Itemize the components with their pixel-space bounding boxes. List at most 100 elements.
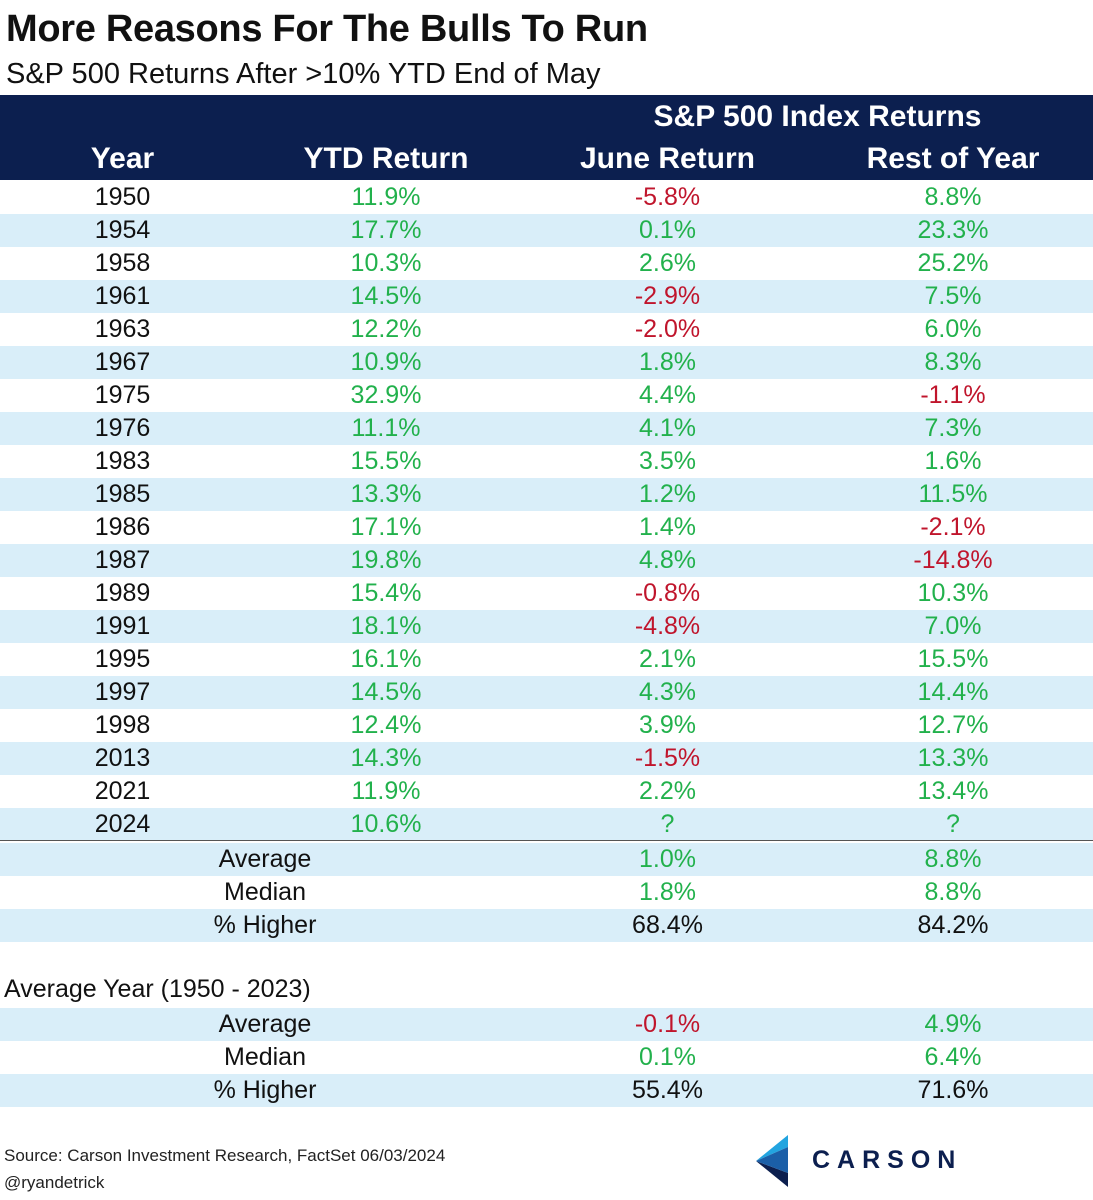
- summary-june-value: 1.0%: [639, 845, 696, 873]
- cell-rest-of-year: 8.8%: [924, 183, 982, 211]
- carson-logo: CARSON: [752, 1135, 982, 1187]
- summary-june-value: 68.4%: [632, 911, 703, 939]
- cell-june-return: 1.2%: [639, 480, 696, 508]
- cell-rest-of-year: 13.4%: [917, 777, 989, 805]
- cell-june-return: -2.9%: [634, 282, 701, 310]
- cell-ytd-return: 14.5%: [350, 678, 422, 706]
- cell-ytd-return: 32.9%: [350, 381, 422, 409]
- cell-rest-of-year: ?: [946, 810, 960, 838]
- cell-june-return: 2.2%: [639, 777, 696, 805]
- summary-label: Average: [218, 1010, 312, 1038]
- table-row: 1961 14.5% -2.9% 7.5%: [0, 280, 1093, 313]
- cell-june-return: 3.5%: [639, 447, 696, 475]
- cell-year: 2024: [94, 810, 151, 838]
- table-row: 1987 19.8% 4.8% -14.8%: [0, 544, 1093, 577]
- cell-rest-of-year: -2.1%: [920, 513, 986, 541]
- cell-june-return: -0.8%: [634, 579, 701, 607]
- table-row: 1998 12.4% 3.9% 12.7%: [0, 709, 1093, 742]
- cell-ytd-return: 15.4%: [350, 579, 422, 607]
- header-rest-of-year: Rest of Year: [866, 142, 1040, 175]
- cell-year: 1963: [94, 315, 151, 343]
- header-group-label: S&P 500 Index Returns: [653, 100, 982, 133]
- cell-rest-of-year: 6.0%: [924, 315, 982, 343]
- cell-ytd-return: 11.1%: [351, 414, 421, 442]
- table-row: 2013 14.3% -1.5% 13.3%: [0, 742, 1093, 775]
- cell-june-return: 0.1%: [639, 216, 696, 244]
- summary-label: Average: [218, 845, 312, 873]
- table-row: 1950 11.9% -5.8% 8.8%: [0, 181, 1093, 214]
- cell-rest-of-year: -1.1%: [920, 381, 986, 409]
- cell-ytd-return: 17.1%: [350, 513, 422, 541]
- cell-june-return: ?: [660, 810, 675, 838]
- cell-june-return: -1.5%: [634, 744, 701, 772]
- cell-june-return: 4.1%: [639, 414, 696, 442]
- chart-subtitle: S&P 500 Returns After >10% YTD End of Ma…: [6, 58, 601, 90]
- summary-june-value: -0.1%: [634, 1010, 701, 1038]
- cell-rest-of-year: 7.5%: [924, 282, 982, 310]
- cell-ytd-return: 11.9%: [351, 777, 421, 805]
- table-row: 1995 16.1% 2.1% 15.5%: [0, 643, 1093, 676]
- summary-row: Median 0.1% 6.4%: [0, 1041, 1093, 1074]
- summary-row: Average 1.0% 8.8%: [0, 843, 1093, 876]
- cell-ytd-return: 10.3%: [350, 249, 422, 277]
- summary-row: Median 1.8% 8.8%: [0, 876, 1093, 909]
- cell-ytd-return: 13.3%: [350, 480, 422, 508]
- cell-year: 1991: [94, 612, 151, 640]
- cell-ytd-return: 15.5%: [350, 447, 422, 475]
- cell-year: 2021: [94, 777, 151, 805]
- summary-label: % Higher: [213, 911, 317, 939]
- summary-row: % Higher 55.4% 71.6%: [0, 1074, 1093, 1107]
- table-row: 1967 10.9% 1.8% 8.3%: [0, 346, 1093, 379]
- table-row: 1976 11.1% 4.1% 7.3%: [0, 412, 1093, 445]
- cell-year: 1967: [94, 348, 151, 376]
- table-row: 1983 15.5% 3.5% 1.6%: [0, 445, 1093, 478]
- average-year-block: Average -0.1% 4.9% Median 0.1% 6.4% % Higher 55…: [0, 1008, 1093, 1107]
- cell-rest-of-year: 7.3%: [924, 414, 982, 442]
- cell-year: 1975: [94, 381, 151, 409]
- cell-ytd-return: 12.2%: [350, 315, 422, 343]
- table-row: 2021 11.9% 2.2% 13.4%: [0, 775, 1093, 808]
- cell-ytd-return: 14.3%: [350, 744, 422, 772]
- cell-rest-of-year: 1.6%: [924, 447, 982, 475]
- cell-ytd-return: 14.5%: [350, 282, 422, 310]
- cell-june-return: 4.4%: [639, 381, 696, 409]
- cell-ytd-return: 18.1%: [350, 612, 422, 640]
- table-row: 1986 17.1% 1.4% -2.1%: [0, 511, 1093, 544]
- cell-ytd-return: 19.8%: [350, 546, 422, 574]
- table-row: 1975 32.9% 4.4% -1.1%: [0, 379, 1093, 412]
- summary-rest-value: 84.2%: [917, 911, 989, 939]
- author-handle: @ryandetrick: [4, 1173, 105, 1192]
- cell-june-return: 1.4%: [639, 513, 696, 541]
- summary-rest-value: 6.4%: [924, 1043, 982, 1071]
- cell-year: 1976: [94, 414, 151, 442]
- header-june-return: June Return: [579, 142, 756, 175]
- cell-june-return: 1.8%: [639, 348, 696, 376]
- summary-row: Average -0.1% 4.9%: [0, 1008, 1093, 1041]
- cell-rest-of-year: 11.5%: [918, 480, 988, 508]
- cell-rest-of-year: 25.2%: [917, 249, 989, 277]
- cell-year: 1961: [94, 282, 151, 310]
- cell-rest-of-year: 7.0%: [924, 612, 982, 640]
- summary-block: Average 1.0% 8.8% Median 1.8% 8.8% % Higher 68.…: [0, 843, 1093, 942]
- cell-rest-of-year: 12.7%: [917, 711, 989, 739]
- table-row: 1997 14.5% 4.3% 14.4%: [0, 676, 1093, 709]
- cell-june-return: -2.0%: [634, 315, 701, 343]
- table-header: S&P 500 Index Returns Year YTD Return Ju…: [0, 95, 1093, 180]
- cell-ytd-return: 10.9%: [350, 348, 422, 376]
- cell-year: 1958: [94, 249, 151, 277]
- table-body: 1950 11.9% -5.8% 8.8% 1954 17.7% 0.1% 23.3% 1958…: [0, 181, 1093, 841]
- cell-year: 2013: [94, 744, 151, 772]
- cell-rest-of-year: 23.3%: [917, 216, 989, 244]
- cell-june-return: 2.6%: [639, 249, 696, 277]
- header-year: Year: [90, 142, 155, 175]
- cell-year: 1985: [94, 480, 151, 508]
- cell-june-return: -4.8%: [634, 612, 701, 640]
- cell-rest-of-year: 8.3%: [924, 348, 982, 376]
- cell-ytd-return: 11.9%: [351, 183, 421, 211]
- cell-ytd-return: 10.6%: [350, 810, 422, 838]
- cell-year: 1954: [94, 216, 151, 244]
- cell-june-return: 4.8%: [639, 546, 696, 574]
- summary-june-value: 55.4%: [632, 1076, 703, 1104]
- average-year-heading: Average Year (1950 - 2023): [4, 975, 311, 1003]
- cell-june-return: 3.9%: [639, 711, 696, 739]
